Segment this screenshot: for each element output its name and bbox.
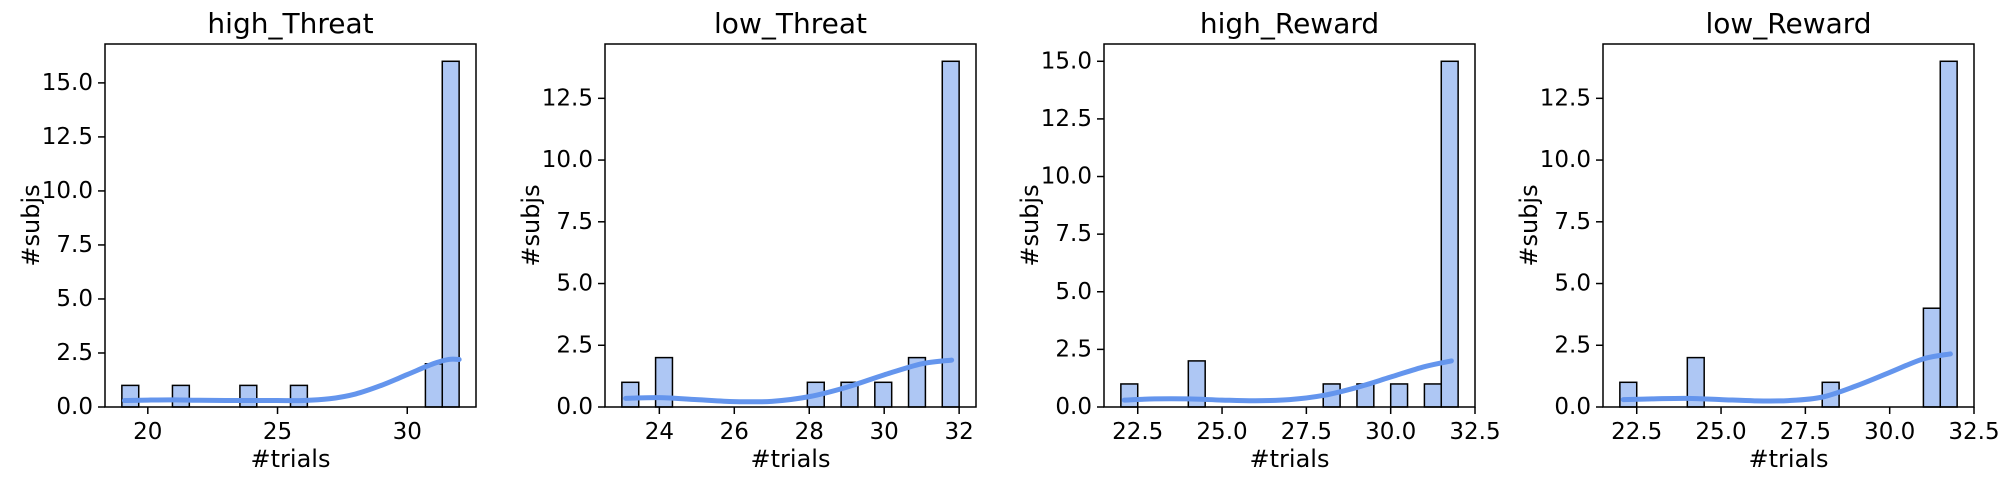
histogram-bar [1120, 383, 1139, 408]
x-tick-label: 30 [870, 419, 899, 445]
histogram-bar [171, 384, 191, 408]
y-tick-label: 0.0 [1554, 394, 1591, 420]
histogram-bar [941, 60, 960, 408]
x-axis-label: #trials [1250, 445, 1330, 473]
y-tick-label: 10.0 [542, 147, 593, 173]
x-tick-label: 25.0 [1695, 419, 1746, 445]
plot-frame [604, 43, 977, 408]
y-tick-label: 12.5 [542, 85, 593, 111]
y-axis-label: #subjs [517, 184, 545, 266]
histogram-bar [121, 384, 140, 408]
x-axis-label: #trials [751, 445, 831, 473]
x-tick-label: 20 [133, 419, 162, 445]
x-tick-label: 25.0 [1196, 419, 1247, 445]
x-tick-label: 27.5 [1780, 419, 1831, 445]
y-tick-label: 5.0 [56, 286, 93, 312]
histogram-bar [874, 381, 893, 408]
kde-line [623, 357, 955, 405]
y-tick-label: 15.0 [42, 70, 93, 96]
chart-panel-4: 0.0 2.5 5.0 7.5 10.0 12.5 22.5 25.0 27.5 30.0 32.5… [1515, 7, 2000, 473]
chart-panel-1: 0.0 2.5 5.0 7.5 10.0 12.5 15.0 20 25 30 high_Threa… [17, 7, 477, 473]
chart-title: low_Threat [714, 7, 867, 40]
plot-frame [104, 43, 477, 408]
y-tick-label: 0.0 [556, 394, 593, 420]
y-tick-label: 0.0 [1055, 394, 1092, 420]
y-tick-label: 10.0 [1540, 147, 1591, 173]
y-tick-label: 2.5 [556, 332, 593, 358]
y-axis-label: #subjs [1515, 184, 1543, 266]
x-tick-label: 28 [795, 419, 824, 445]
kde-line [1620, 351, 1953, 404]
y-tick-label: 5.0 [556, 271, 593, 297]
histogram-bar [1423, 383, 1443, 408]
chart-title: high_Reward [1200, 7, 1379, 40]
x-tick-label: 26 [720, 419, 749, 445]
histogram-bar [1440, 60, 1459, 408]
kde-line [1121, 358, 1454, 404]
x-tick-label: 22.5 [1611, 419, 1662, 445]
histogram-bar [289, 384, 309, 408]
plot-frame [1602, 43, 1975, 408]
chart-title: high_Threat [207, 7, 373, 40]
y-tick-label: 12.5 [42, 124, 93, 150]
y-tick-label: 7.5 [56, 232, 93, 258]
x-tick-label: 30 [393, 419, 422, 445]
x-tick-label: 25 [263, 419, 292, 445]
y-tick-label: 10.0 [42, 178, 93, 204]
histogram-bar [1619, 381, 1638, 408]
x-axis-label: #trials [251, 445, 331, 473]
y-tick-label: 5.0 [1554, 271, 1591, 297]
x-tick-label: 32.5 [1449, 419, 1500, 445]
y-tick-label: 2.5 [1055, 336, 1092, 362]
x-tick-label: 22.5 [1112, 419, 1163, 445]
x-axis-label: #trials [1749, 445, 1829, 473]
x-tick-label: 27.5 [1281, 419, 1332, 445]
y-tick-label: 2.5 [56, 340, 93, 366]
y-tick-label: 12.5 [1540, 85, 1591, 111]
y-tick-label: 5.0 [1055, 279, 1092, 305]
y-tick-label: 15.0 [1041, 48, 1092, 74]
y-tick-label: 7.5 [556, 209, 593, 235]
histogram-bar [441, 60, 460, 408]
histogram-bar [1389, 383, 1409, 408]
chart-title: low_Reward [1705, 7, 1871, 40]
x-tick-label: 30.0 [1864, 419, 1915, 445]
y-tick-label: 10.0 [1041, 164, 1092, 190]
x-tick-label: 24 [645, 419, 674, 445]
x-tick-label: 30.0 [1365, 419, 1416, 445]
y-tick-label: 7.5 [1055, 221, 1092, 247]
chart-panel-3: 0.0 2.5 5.0 7.5 10.0 12.5 15.0 22.5 25.0 27.5 30.0… [1016, 7, 1501, 473]
kde-line [121, 356, 462, 404]
y-tick-label: 0.0 [56, 394, 93, 420]
y-axis-label: #subjs [1016, 184, 1044, 266]
x-tick-label: 32 [944, 419, 973, 445]
chart-panel-2: 0.0 2.5 5.0 7.5 10.0 12.5 24 26 28 30 32 low_Threat… [517, 7, 977, 473]
histogram-bar [239, 384, 258, 408]
histogram-bar [424, 363, 444, 408]
plot-frame [1103, 43, 1476, 408]
y-tick-label: 12.5 [1041, 106, 1092, 132]
y-tick-label: 7.5 [1554, 209, 1591, 235]
histogram-bar [621, 381, 640, 408]
y-axis-label: #subjs [17, 184, 45, 266]
y-tick-label: 2.5 [1554, 332, 1591, 358]
x-tick-label: 32.5 [1948, 419, 1999, 445]
